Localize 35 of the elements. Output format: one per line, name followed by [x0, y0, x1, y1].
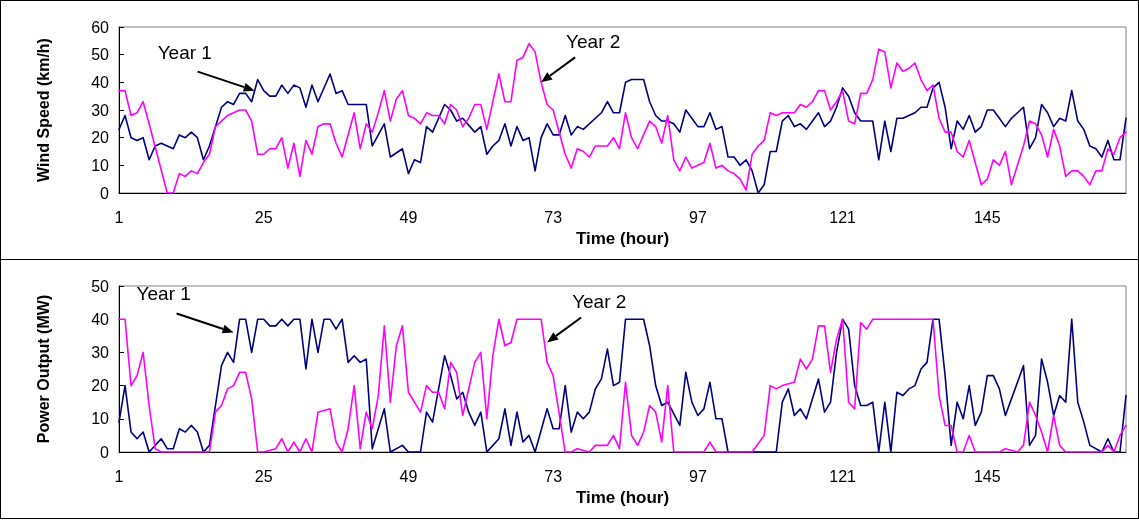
annotation: Year 1 [136, 283, 191, 305]
y-tick-label: 20 [91, 377, 110, 395]
x-tick-label: 49 [399, 208, 418, 226]
y-tick-label: 40 [91, 73, 110, 91]
y-axis-title: Wind Speed (km/h) [34, 38, 52, 182]
annotation: Year 1 [157, 41, 212, 63]
x-tick-label: 25 [254, 467, 273, 485]
x-tick-label: 97 [688, 467, 707, 485]
annotation: Year 2 [566, 31, 621, 53]
x-tick-label: 1 [114, 208, 124, 226]
y-tick-label: 30 [91, 101, 110, 119]
x-axis-title: Time (hour) [575, 228, 670, 248]
x-tick-label: 145 [973, 467, 1001, 485]
y-tick-label: 0 [100, 184, 110, 202]
y-tick-label: 50 [91, 46, 110, 64]
x-tick-label: 121 [829, 467, 857, 485]
x-tick-label: 145 [973, 208, 1001, 226]
y-axis-title: Power Output (MW) [34, 294, 52, 444]
x-tick-label: 49 [399, 467, 418, 485]
y-tick-label: 0 [100, 443, 110, 461]
y-tick-label: 40 [91, 310, 110, 328]
x-tick-label: 1 [114, 467, 124, 485]
y-tick-label: 60 [91, 18, 110, 36]
y-tick-label: 10 [91, 156, 110, 174]
x-axis-title: Time (hour) [575, 487, 670, 507]
y-tick-label: 20 [91, 129, 110, 147]
annotation: Year 2 [572, 291, 627, 313]
y-tick-label: 10 [91, 410, 110, 428]
x-tick-label: 97 [688, 208, 707, 226]
x-tick-label: 73 [544, 467, 563, 485]
y-tick-label: 50 [91, 277, 110, 295]
x-tick-label: 121 [829, 208, 857, 226]
y-tick-label: 30 [91, 343, 110, 361]
x-tick-label: 73 [544, 208, 563, 226]
x-tick-label: 25 [254, 208, 273, 226]
